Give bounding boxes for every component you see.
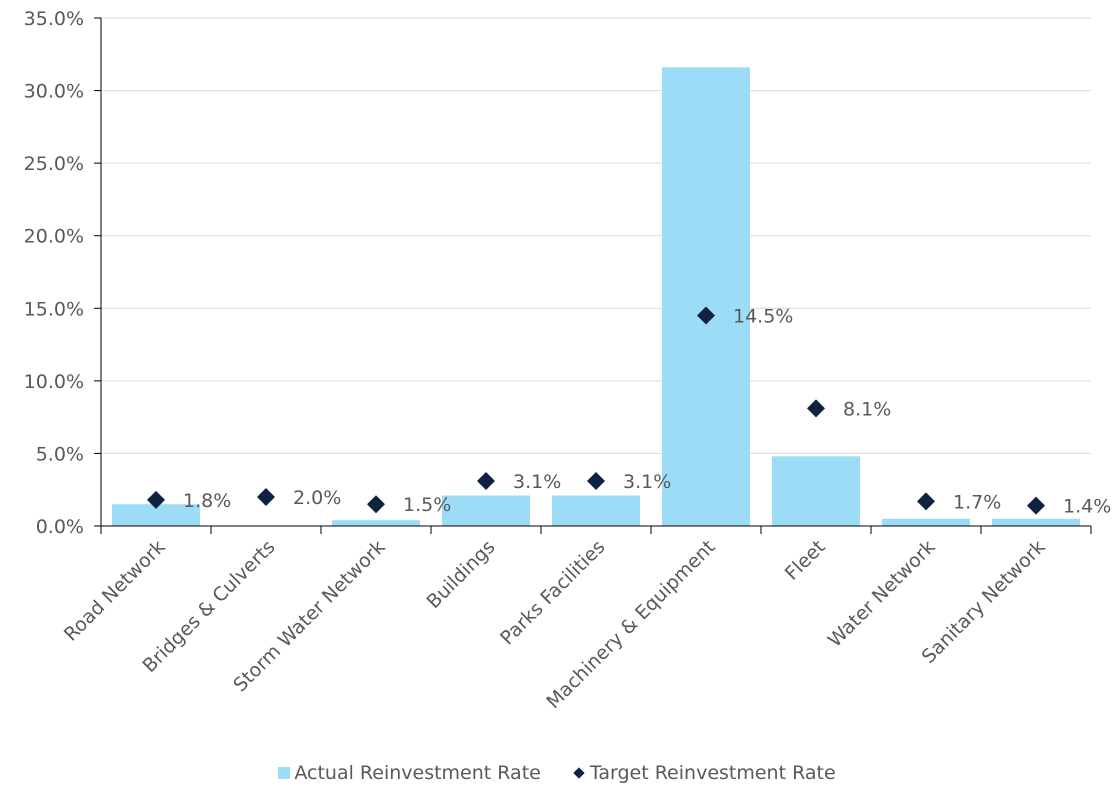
legend: Actual Reinvestment Rate Target Reinvest… bbox=[0, 762, 1114, 784]
data-label: 1.7% bbox=[953, 491, 1001, 513]
target-marker bbox=[587, 472, 605, 491]
legend-bar-swatch bbox=[278, 767, 291, 779]
bar bbox=[332, 520, 420, 526]
y-tick-label: 35.0% bbox=[24, 8, 84, 30]
legend-label-actual: Actual Reinvestment Rate bbox=[294, 762, 541, 784]
x-tick-label: Water Network bbox=[824, 536, 940, 652]
target-marker bbox=[477, 472, 495, 491]
legend-label-target: Target Reinvestment Rate bbox=[589, 762, 836, 784]
legend-item-actual: Actual Reinvestment Rate bbox=[278, 762, 541, 784]
target-marker bbox=[807, 399, 825, 418]
data-label: 3.1% bbox=[623, 471, 671, 493]
bar bbox=[112, 504, 200, 526]
data-label: 1.8% bbox=[183, 490, 231, 512]
data-label: 14.5% bbox=[733, 306, 793, 328]
bar bbox=[882, 518, 970, 526]
legend-item-target: Target Reinvestment Rate bbox=[573, 762, 836, 784]
bar bbox=[992, 518, 1080, 526]
target-marker bbox=[697, 306, 715, 325]
y-tick-label: 30.0% bbox=[24, 81, 84, 103]
data-label: 1.5% bbox=[403, 494, 451, 516]
data-label: 8.1% bbox=[843, 398, 891, 420]
legend-diamond-swatch bbox=[573, 767, 585, 779]
target-marker bbox=[917, 492, 935, 511]
data-label: 3.1% bbox=[513, 471, 561, 493]
labels: 0.0% 5.0% 10.0% 15.0% 20.0% 25.0% 30.0% 35.0% Ro… bbox=[24, 8, 1112, 713]
x-tick-label: Fleet bbox=[781, 536, 830, 585]
bar bbox=[552, 495, 640, 526]
target-marker bbox=[147, 490, 165, 509]
axes bbox=[94, 17, 1092, 534]
x-tick-label: Buildings bbox=[422, 536, 499, 613]
y-tick-label: 10.0% bbox=[24, 371, 84, 393]
target-marker bbox=[367, 495, 385, 514]
bars bbox=[112, 67, 1080, 526]
y-tick-label: 25.0% bbox=[24, 153, 84, 175]
y-tick-label: 0.0% bbox=[36, 516, 84, 538]
data-label: 2.0% bbox=[293, 487, 341, 509]
y-tick-label: 5.0% bbox=[36, 443, 84, 465]
x-tick-label: Sanitary Network bbox=[918, 536, 1050, 668]
y-tick-label: 20.0% bbox=[24, 226, 84, 248]
bar bbox=[772, 456, 860, 526]
bar bbox=[442, 495, 530, 526]
data-label: 1.4% bbox=[1063, 496, 1111, 518]
target-markers bbox=[147, 306, 1045, 515]
target-marker bbox=[257, 487, 275, 506]
gridlines bbox=[101, 17, 1091, 454]
x-tick-label: Parks Facilities bbox=[496, 536, 609, 649]
x-tick-label: Road Network bbox=[60, 536, 170, 646]
bar bbox=[662, 67, 750, 526]
target-marker bbox=[1027, 496, 1045, 515]
y-tick-label: 15.0% bbox=[24, 298, 84, 320]
